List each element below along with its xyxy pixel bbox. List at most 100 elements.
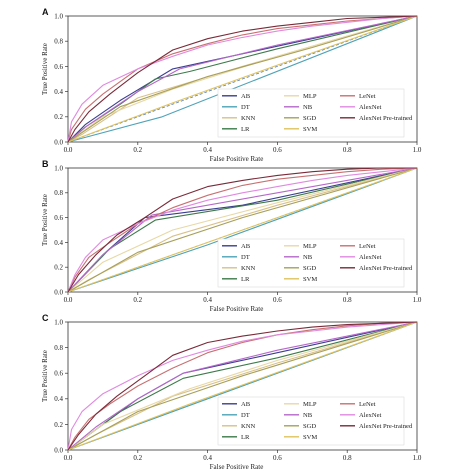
legend-label: NB [303, 412, 313, 419]
series-line-dt [67, 15, 418, 143]
y-tick-label: 0.4 [54, 88, 63, 96]
series-line-alexnet-pre-trained [67, 321, 418, 451]
y-tick-label: 0.4 [54, 239, 63, 247]
series-line-dt [67, 167, 418, 293]
series-line-nb [67, 167, 418, 293]
series-line-ab [67, 15, 418, 143]
legend-label: KNN [241, 115, 256, 122]
legend-label: SGD [303, 115, 316, 122]
legend-label: SGD [303, 423, 316, 430]
legend-label: LeNet [359, 93, 376, 100]
x-tick-label: 1.0 [413, 454, 422, 462]
x-tick-label: 0.6 [273, 296, 282, 304]
legend-label: SVM [303, 126, 317, 133]
x-tick-label: 0.8 [343, 146, 352, 154]
plot-frame [67, 167, 418, 293]
series-line-lenet [67, 321, 418, 451]
plot-frame [67, 15, 418, 143]
legend-label: AlexNet [359, 104, 382, 111]
legend-label: MLP [303, 243, 317, 250]
x-tick-label: 0.4 [203, 296, 212, 304]
y-tick-label: 1.0 [54, 12, 63, 20]
x-tick-label: 0.8 [343, 296, 352, 304]
y-tick-label: 0.0 [54, 138, 63, 146]
legend-label: NB [303, 254, 313, 261]
series-line-mlp [67, 167, 418, 293]
legend-label: DT [241, 254, 250, 261]
series-line-svm [67, 321, 418, 451]
legend-label: AlexNet Pre-trained [359, 265, 413, 272]
y-tick-label: 0.8 [54, 344, 63, 352]
legend-label: MLP [303, 401, 317, 408]
series-line-sgd [67, 321, 418, 451]
legend-box [217, 238, 405, 288]
x-axis-label: False Positive Rate [210, 463, 264, 471]
legend-label: LR [241, 126, 250, 133]
roc-panel-c: C 0.0 0.2 0.4 0.6 0.8 1.0 0.0 0.2 0.4 0.6 0.8 1.0 Fal… [41, 313, 422, 471]
legend-label: KNN [241, 265, 256, 272]
plot-frame [67, 321, 418, 451]
chance-diagonal [67, 15, 418, 143]
x-tick-label: 0.6 [273, 454, 282, 462]
x-tick-label: 0.0 [64, 454, 73, 462]
series-line-alexnet-pre-trained [67, 167, 417, 293]
y-tick-label: 0.4 [54, 395, 63, 403]
legend-label: AB [241, 401, 251, 408]
y-tick-label: 0.6 [54, 370, 63, 378]
series-line-nb [67, 15, 418, 143]
x-tick-label: 0.0 [64, 296, 73, 304]
x-tick-label: 0.2 [133, 296, 142, 304]
y-tick-label: 0.0 [54, 446, 63, 454]
x-tick-label: 0.2 [133, 146, 142, 154]
x-tick-label: 0.4 [203, 454, 212, 462]
y-axis-label: True Positive Rate [41, 350, 49, 402]
legend-label: AB [241, 93, 251, 100]
series-line-svm [67, 15, 418, 143]
legend-label: AlexNet [359, 412, 382, 419]
series-line-sgd [67, 15, 418, 143]
y-tick-label: 0.8 [54, 38, 63, 46]
series-line-alexnet [67, 321, 418, 451]
legend-label: SVM [303, 276, 317, 283]
series-line-alexnet-pre-trained [67, 15, 418, 143]
panel-letter: A [42, 7, 49, 17]
legend-label: LR [241, 276, 250, 283]
legend-label: LeNet [359, 401, 376, 408]
panel-letter: C [42, 313, 49, 323]
series-line-sgd [67, 167, 418, 293]
series-line-nb [67, 321, 418, 451]
legend-box [217, 396, 405, 446]
legend-label: DT [241, 412, 250, 419]
x-axis-label: False Positive Rate [210, 155, 264, 163]
y-tick-label: 0.2 [54, 264, 63, 272]
y-axis-label: True Positive Rate [41, 194, 49, 246]
roc-panel-a: A 0.0 0.2 0.4 0.6 0.8 1.0 0.0 0.2 0.4 0.6 0.8 1.0 Fal… [41, 7, 422, 163]
x-tick-label: 1.0 [413, 146, 422, 154]
x-tick-label: 0.2 [133, 454, 142, 462]
series-line-lenet [67, 167, 418, 293]
x-tick-label: 0.4 [203, 146, 212, 154]
y-axis-label: True Positive Rate [41, 43, 49, 95]
y-tick-label: 0.0 [54, 288, 63, 296]
y-tick-label: 0.6 [54, 63, 63, 71]
legend-label: AlexNet Pre-trained [359, 423, 413, 430]
x-tick-label: 0.0 [64, 146, 73, 154]
y-tick-label: 0.8 [54, 189, 63, 197]
x-tick-label: 0.8 [343, 454, 352, 462]
legend-label: AlexNet [359, 254, 382, 261]
y-tick-label: 1.0 [54, 318, 63, 326]
series-line-svm [67, 167, 418, 293]
series-line-lenet [67, 15, 418, 143]
legend-label: AlexNet Pre-trained [359, 115, 413, 122]
x-tick-label: 1.0 [413, 296, 422, 304]
y-tick-label: 0.6 [54, 214, 63, 222]
y-tick-label: 0.2 [54, 421, 63, 429]
x-tick-label: 0.6 [273, 146, 282, 154]
legend-label: SGD [303, 265, 316, 272]
series-line-alexnet [67, 15, 418, 143]
series-line-lr [67, 167, 418, 293]
legend-label: SVM [303, 434, 317, 441]
legend-label: KNN [241, 423, 256, 430]
legend-label: LeNet [359, 243, 376, 250]
